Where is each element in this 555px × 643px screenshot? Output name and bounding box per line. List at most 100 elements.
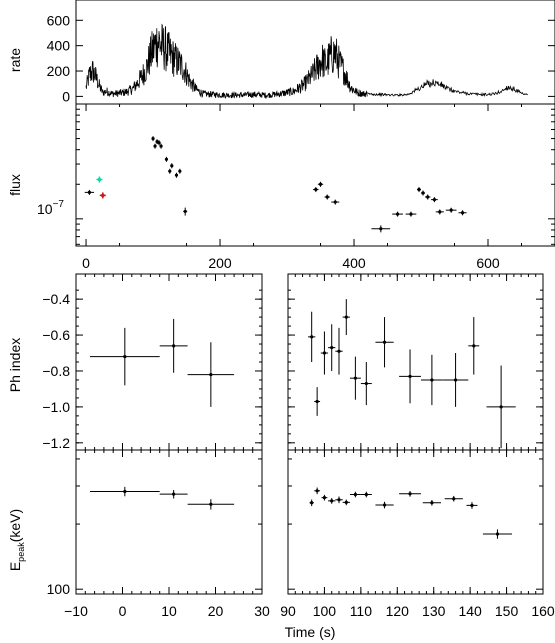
ph-right-point-marker xyxy=(472,344,476,348)
epeak-ylabel-suffix: (keV) xyxy=(7,509,23,542)
rate-y-tick-label: 600 xyxy=(47,12,71,28)
flux-special-point-marker xyxy=(97,177,102,182)
panel-epeak-right: 90 100 110 120 130 140 150 160 xyxy=(280,449,555,619)
flux-point-marker xyxy=(174,173,179,177)
ph-left-y-tick-label: −0.6 xyxy=(42,327,70,343)
rate-y-tick-label: 0 xyxy=(62,88,70,104)
flux-point-marker xyxy=(421,191,425,195)
ep-right-point-marker xyxy=(430,501,434,505)
flux-point-marker xyxy=(426,195,430,199)
flux-point-marker xyxy=(395,212,400,216)
ep-right-point-marker xyxy=(353,492,357,497)
panel-flux: 0 200 400 600 xyxy=(75,103,555,271)
ph-right-point-marker xyxy=(353,376,357,380)
panel-rate: 0 200 400 600 xyxy=(47,0,555,105)
ph-right-point-marker xyxy=(408,374,412,378)
ph-index-ylabel: Ph index xyxy=(7,338,23,392)
epeak-ylabel: Epeak(keV) xyxy=(7,509,26,571)
panel-ph-index-left: −1.2 −1.0 −0.8 −0.6 −0.4 xyxy=(42,273,263,451)
flux-point-marker xyxy=(333,200,337,204)
ep-right-x-tick-label: 160 xyxy=(531,603,555,619)
ph-left-y-tick-label: −1.0 xyxy=(42,399,70,415)
flux-point-marker xyxy=(409,212,413,216)
ep-left-frame xyxy=(75,449,263,595)
ep-left-point-marker xyxy=(172,492,176,496)
flux-ytick-label: 10−7 xyxy=(37,199,64,217)
ph-left-y-tick-label: −0.4 xyxy=(42,291,70,307)
ph-right-point-marker xyxy=(330,346,334,350)
ph-right-point-marker xyxy=(344,315,348,319)
ph-left-y-tick-label: −0.8 xyxy=(42,363,70,379)
ep-left-x-tick-label: 20 xyxy=(208,603,224,619)
ph-left-frame xyxy=(75,273,263,451)
flux-x-tick-label: 200 xyxy=(208,255,232,271)
ep-right-point-marker xyxy=(495,532,500,536)
ph-left-point-marker xyxy=(172,344,176,348)
flux-point-marker xyxy=(449,208,453,212)
flux-point-marker xyxy=(460,211,465,215)
rate-ylabel: rate xyxy=(7,48,23,72)
ep-right-x-tick-label: 130 xyxy=(422,603,446,619)
epeak-ylabel-main: E xyxy=(7,562,23,571)
ep-right-x-tick-label: 120 xyxy=(386,603,410,619)
flux-point-marker xyxy=(432,198,437,202)
flux-point-marker xyxy=(438,210,442,214)
ep-left-point-marker xyxy=(209,502,213,506)
ep-left-x-tick-label: −10 xyxy=(64,603,88,619)
flux-point-marker xyxy=(417,187,421,192)
ep-left-point-marker xyxy=(123,489,127,494)
ph-left-y-tick-label: −1.2 xyxy=(42,435,70,451)
ph-left-point-marker xyxy=(209,372,213,377)
ep-right-x-tick-label: 90 xyxy=(280,603,296,619)
flux-point-marker xyxy=(153,144,157,148)
ep-right-point-marker xyxy=(330,499,334,503)
ep-right-point-marker xyxy=(408,492,412,496)
ep-right-point-marker xyxy=(337,498,341,502)
flux-point-marker xyxy=(318,182,323,186)
ep-right-x-tick-label: 110 xyxy=(350,603,373,619)
ph-right-point-marker xyxy=(430,378,434,382)
ph-left-point-marker xyxy=(123,355,127,359)
ep-right-point-marker xyxy=(364,492,368,497)
flux-point-marker xyxy=(168,169,172,173)
time-xlabel: Time (s) xyxy=(285,624,336,640)
ep-right-point-marker xyxy=(310,501,314,505)
flux-point-marker xyxy=(151,136,155,141)
flux-ytick-exp: −7 xyxy=(53,199,65,210)
flux-special-point-marker xyxy=(100,193,105,198)
flux-point-marker xyxy=(157,141,161,145)
panel-ph-index-right xyxy=(287,273,544,451)
rate-y-tick-label: 200 xyxy=(47,63,71,79)
ph-right-point-marker xyxy=(310,335,314,339)
flux-x-tick-label: 0 xyxy=(82,255,90,271)
rate-frame xyxy=(75,0,555,105)
ph-right-point-marker xyxy=(322,351,327,355)
flux-point-marker xyxy=(164,157,169,161)
ph-right-point-marker xyxy=(364,381,368,386)
ep-right-x-tick-label: 100 xyxy=(313,603,337,619)
flux-point-marker xyxy=(325,195,329,199)
ep-left-x-tick-label: 0 xyxy=(119,603,127,619)
flux-ylabel: flux xyxy=(7,174,23,196)
ep-right-point-marker xyxy=(322,496,327,500)
ph-right-point-marker xyxy=(382,340,387,344)
rate-series-segment xyxy=(367,79,528,98)
ep-left-y-tick-label: 100 xyxy=(47,581,71,597)
ep-right-point-marker xyxy=(382,503,387,507)
ep-right-point-marker xyxy=(470,503,474,507)
rate-series-segment xyxy=(85,23,368,100)
panel-epeak-left: 100 −10 0 10 20 30 xyxy=(47,449,270,619)
flux-point-marker xyxy=(87,190,91,194)
ep-left-x-tick-label: 30 xyxy=(254,603,270,619)
ep-right-x-tick-label: 140 xyxy=(458,603,482,619)
ep-right-point-marker xyxy=(452,497,456,501)
flux-x-tick-label: 400 xyxy=(342,255,366,271)
rate-y-tick-label: 400 xyxy=(47,38,71,54)
ph-right-point-marker xyxy=(453,378,458,382)
ph-right-point-marker xyxy=(337,349,341,353)
flux-point-marker xyxy=(314,187,318,192)
epeak-ylabel-sub: peak xyxy=(16,542,26,562)
ph-right-frame xyxy=(287,273,544,451)
flux-point-marker xyxy=(170,164,174,168)
